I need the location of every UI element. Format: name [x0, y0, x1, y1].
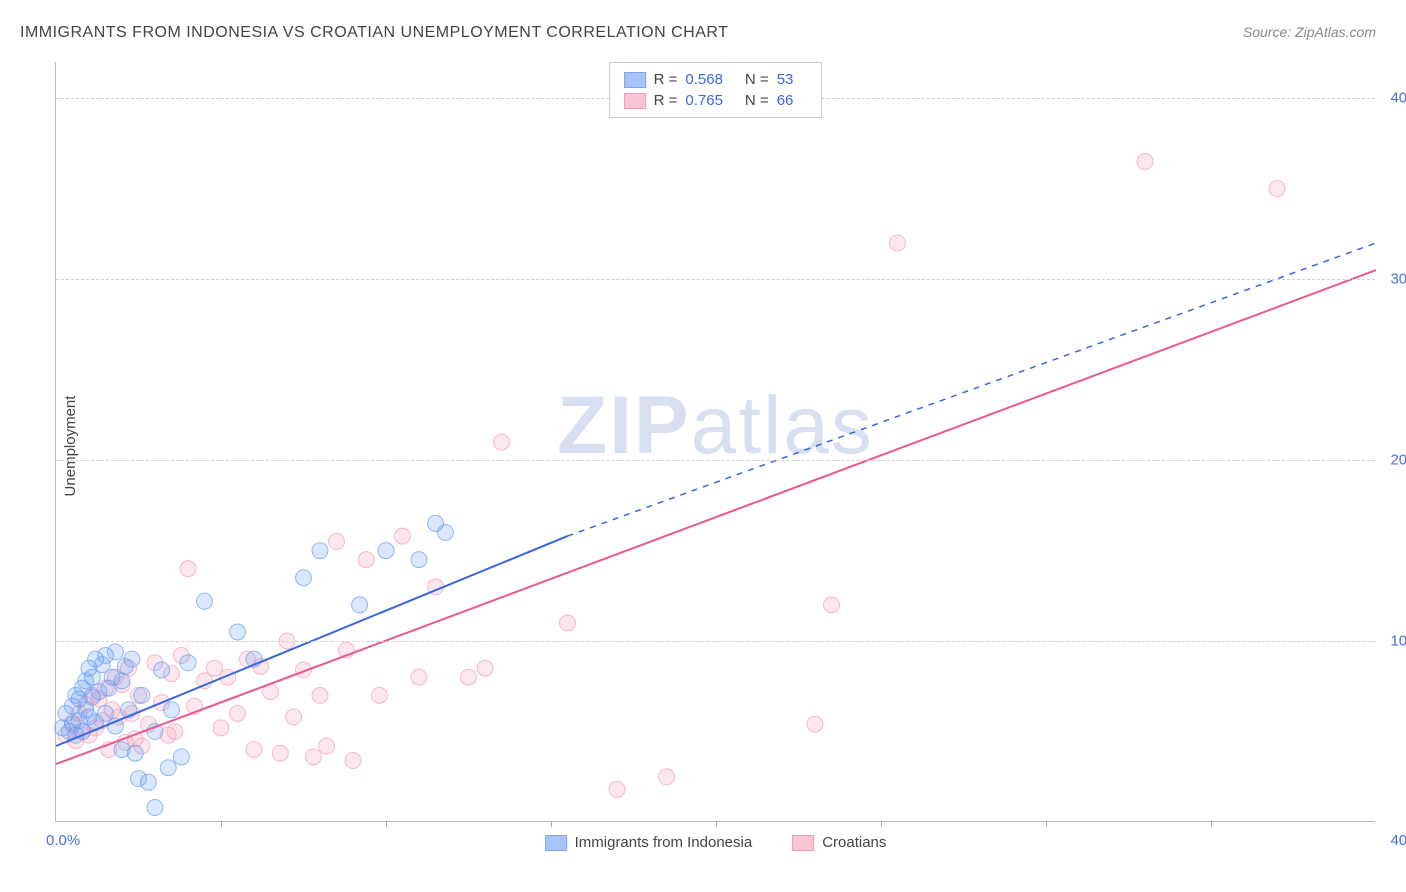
scatter-point-croatians [312, 687, 328, 703]
scatter-point-croatians [1269, 181, 1285, 197]
y-tick-label: 20.0% [1390, 452, 1406, 469]
scatter-point-croatians [358, 552, 374, 568]
scatter-point-croatians [319, 738, 335, 754]
legend-stats-row-indonesia: R = 0.568 N = 53 [624, 69, 808, 90]
scatter-point-croatians [477, 660, 493, 676]
x-tick [716, 821, 717, 827]
scatter-point-croatians [246, 742, 262, 758]
x-tick [386, 821, 387, 827]
scatter-point-croatians [230, 705, 246, 721]
scatter-point-croatians [213, 720, 229, 736]
scatter-point-indonesia [114, 673, 130, 689]
legend-stats: R = 0.568 N = 53 R = 0.765 N = 66 [609, 62, 823, 118]
scatter-point-croatians [824, 597, 840, 613]
scatter-point-indonesia [147, 800, 163, 816]
trendline-croatians [56, 270, 1376, 764]
scatter-point-indonesia [180, 655, 196, 671]
scatter-point-indonesia [197, 593, 213, 609]
y-tick-label: 30.0% [1390, 271, 1406, 288]
source-prefix: Source: [1243, 24, 1295, 40]
legend-item-croatians: Croatians [792, 834, 886, 851]
r-label: R = [654, 71, 678, 88]
scatter-point-indonesia [164, 702, 180, 718]
n-value-croatians: 66 [777, 92, 794, 109]
y-tick-label: 40.0% [1390, 90, 1406, 107]
legend-label-indonesia: Immigrants from Indonesia [575, 834, 753, 851]
source-name: ZipAtlas.com [1295, 24, 1376, 40]
x-tick [551, 821, 552, 827]
plot-svg [56, 62, 1375, 821]
scatter-point-indonesia [173, 749, 189, 765]
gridline-h [56, 460, 1375, 461]
x-tick [881, 821, 882, 827]
scatter-point-croatians [494, 434, 510, 450]
x-axis-min-label: 0.0% [46, 832, 80, 849]
scatter-point-croatians [807, 716, 823, 732]
scatter-point-croatians [395, 528, 411, 544]
scatter-point-indonesia [160, 760, 176, 776]
scatter-point-indonesia [154, 662, 170, 678]
n-value-indonesia: 53 [777, 71, 794, 88]
scatter-point-croatians [890, 235, 906, 251]
scatter-point-croatians [329, 534, 345, 550]
gridline-h [56, 641, 1375, 642]
legend-stats-row-croatians: R = 0.765 N = 66 [624, 90, 808, 111]
n-label: N = [745, 92, 769, 109]
scatter-point-croatians [305, 749, 321, 765]
r-value-croatians: 0.765 [685, 92, 723, 109]
scatter-point-croatians [272, 745, 288, 761]
scatter-point-indonesia [134, 687, 150, 703]
scatter-point-indonesia [352, 597, 368, 613]
scatter-point-indonesia [107, 718, 123, 734]
source-credit: Source: ZipAtlas.com [1243, 24, 1376, 40]
scatter-point-indonesia [296, 570, 312, 586]
scatter-point-indonesia [230, 624, 246, 640]
x-tick [1211, 821, 1212, 827]
x-tick [221, 821, 222, 827]
r-value-indonesia: 0.568 [685, 71, 723, 88]
r-label: R = [654, 92, 678, 109]
scatter-point-indonesia [127, 745, 143, 761]
scatter-point-croatians [180, 561, 196, 577]
legend-series: Immigrants from Indonesia Croatians [545, 834, 887, 851]
scatter-point-indonesia [437, 524, 453, 540]
scatter-point-croatians [659, 769, 675, 785]
scatter-point-croatians [560, 615, 576, 631]
scatter-point-croatians [345, 752, 361, 768]
scatter-point-indonesia [124, 651, 140, 667]
x-tick [1046, 821, 1047, 827]
scatter-point-croatians [371, 687, 387, 703]
trendline-indonesia-dashed [568, 243, 1377, 536]
plot-area: ZIPatlas R = 0.568 N = 53 R = 0.765 N = … [55, 62, 1375, 822]
legend-label-croatians: Croatians [822, 834, 886, 851]
y-tick-label: 10.0% [1390, 633, 1406, 650]
scatter-point-croatians [286, 709, 302, 725]
scatter-point-indonesia [312, 543, 328, 559]
scatter-point-croatians [411, 669, 427, 685]
scatter-point-croatians [461, 669, 477, 685]
scatter-point-croatians [167, 724, 183, 740]
swatch-indonesia-bottom [545, 835, 567, 851]
x-axis-max-label: 40.0% [1390, 832, 1406, 849]
swatch-indonesia [624, 72, 646, 88]
scatter-point-croatians [609, 781, 625, 797]
scatter-point-indonesia [378, 543, 394, 559]
swatch-croatians [624, 93, 646, 109]
chart-title: IMMIGRANTS FROM INDONESIA VS CROATIAN UN… [20, 24, 728, 42]
legend-item-indonesia: Immigrants from Indonesia [545, 834, 753, 851]
scatter-point-indonesia [107, 644, 123, 660]
scatter-point-indonesia [411, 552, 427, 568]
n-label: N = [745, 71, 769, 88]
gridline-h [56, 279, 1375, 280]
scatter-point-croatians [1137, 154, 1153, 170]
swatch-croatians-bottom [792, 835, 814, 851]
scatter-point-indonesia [140, 774, 156, 790]
